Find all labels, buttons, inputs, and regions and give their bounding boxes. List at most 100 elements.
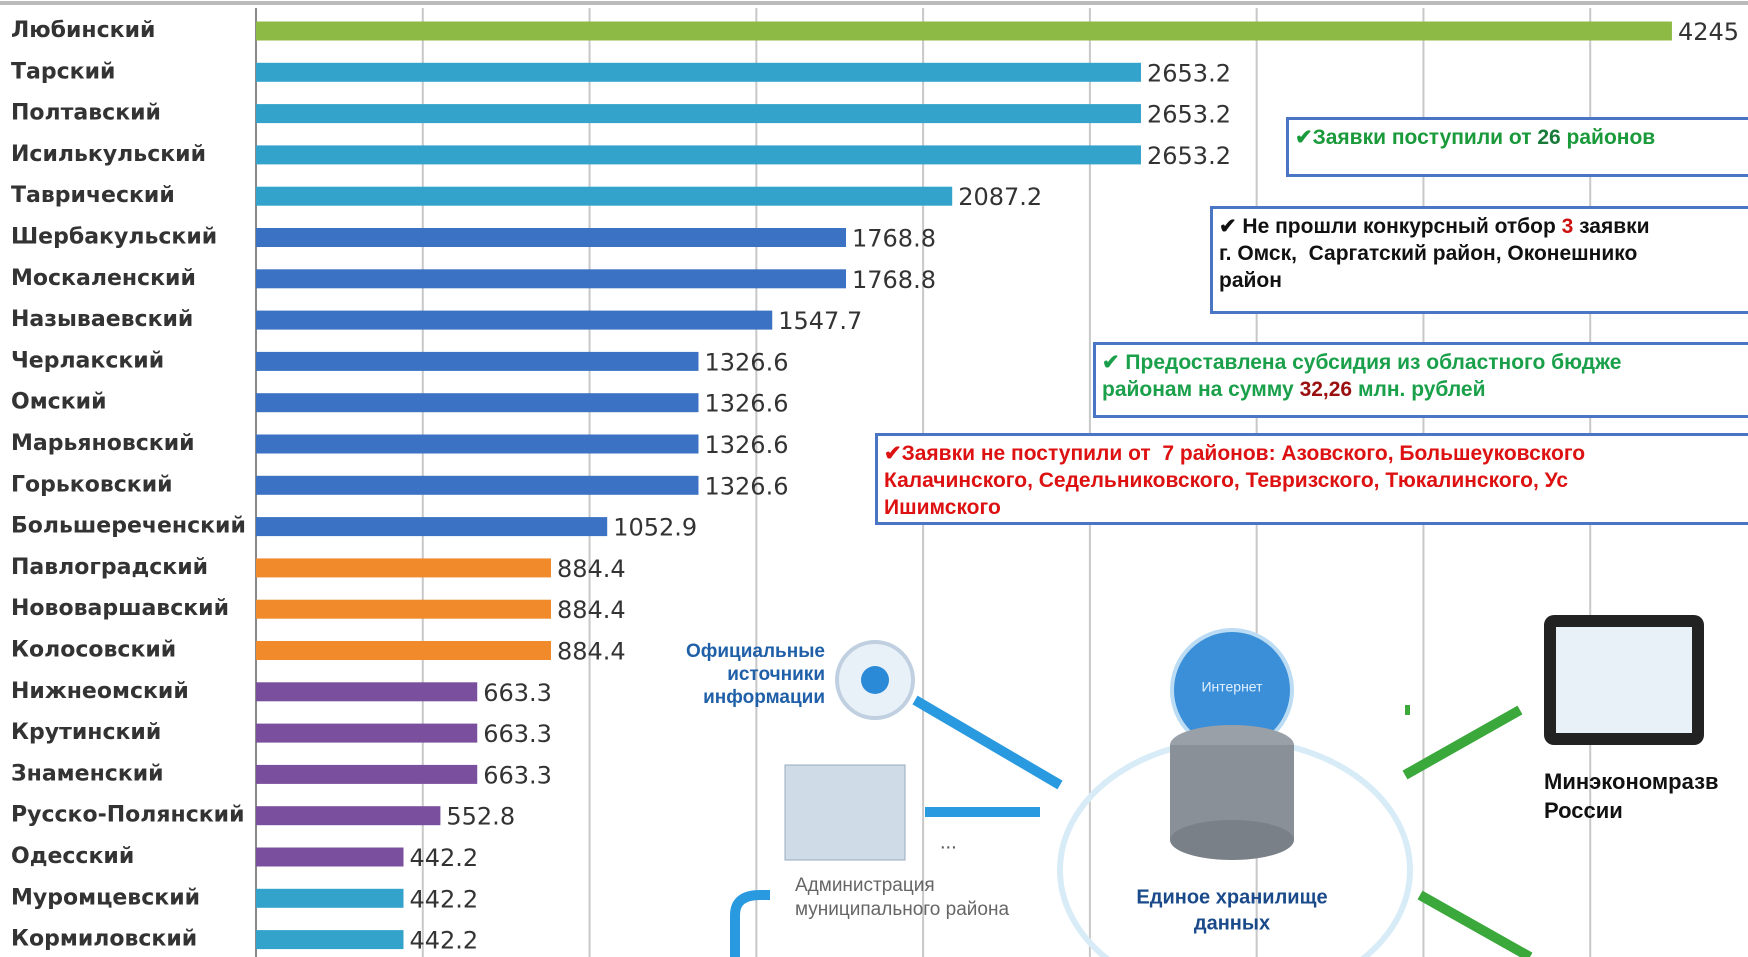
bar [256, 269, 846, 288]
annotation-text: заявки [1573, 215, 1649, 238]
value-label: 442.2 [409, 844, 478, 872]
annotation-box: ✔Заявки не поступили от 7 районов: Азовс… [875, 433, 1748, 525]
value-label: 1326.6 [704, 390, 788, 418]
bar [256, 641, 551, 660]
value-label: 1547.7 [778, 307, 862, 335]
bar [256, 187, 952, 206]
category-label: Любинский [11, 18, 155, 43]
value-label: 1052.9 [613, 514, 697, 542]
category-label: Москаленский [11, 266, 196, 291]
arrow [1405, 710, 1520, 775]
diagram-label: Единое хранилище [1136, 886, 1327, 908]
category-label: Павлоградский [11, 555, 208, 580]
diagram-label: Интернет [1201, 679, 1263, 695]
bar [256, 145, 1141, 164]
tablet-screen [1556, 627, 1692, 733]
category-label: Нижнеомский [11, 679, 189, 704]
annotation-line: ✔ Предоставлена субсидия из областного б… [1102, 349, 1748, 376]
category-label: Большереченский [11, 514, 246, 539]
category-label: Тарский [11, 59, 115, 84]
bar [256, 930, 403, 949]
category-label: Таврический [11, 183, 175, 208]
value-label: 2653.2 [1147, 59, 1231, 87]
category-label: Колосовский [11, 638, 176, 663]
bar [256, 765, 477, 784]
diagram-label: информации [703, 687, 825, 708]
bar [256, 228, 846, 247]
annotation-text: млн. рублей [1352, 378, 1485, 401]
value-label: 884.4 [557, 596, 626, 624]
bar [256, 435, 698, 454]
category-label: Одесский [11, 844, 134, 869]
bar [256, 352, 698, 371]
category-label: Марьяновский [11, 431, 195, 456]
annotation-text: ✔Заявки не поступили от 7 районов: Азовс… [884, 442, 1585, 465]
value-label: 442.2 [409, 885, 478, 913]
diagram-label: муниципального района [795, 899, 1009, 920]
value-label: 1768.8 [852, 225, 936, 253]
category-label: Черлакский [11, 348, 164, 373]
bar [256, 558, 551, 577]
annotation-text: 26 [1537, 126, 1560, 149]
category-label: Муромцевский [11, 885, 200, 910]
annotation-line: ✔Заявки не поступили от 7 районов: Азовс… [884, 440, 1748, 467]
diagram-label: Официальные [686, 641, 825, 662]
category-label: Знаменский [11, 761, 164, 786]
annotation-line: районам на сумму 32,26 млн. рублей [1102, 376, 1748, 403]
category-label: Шербакульский [11, 225, 217, 250]
value-label: 663.3 [483, 720, 552, 748]
bar [256, 724, 477, 743]
annotation-text: районам на сумму [1102, 378, 1300, 401]
diagram-label: Администрация [795, 875, 935, 896]
annotation-line: ✔ Не прошли конкурсный отбор 3 заявки [1219, 213, 1748, 240]
value-label: 663.3 [483, 761, 552, 789]
annotation-line: ✔Заявки поступили от 26 районов [1295, 124, 1747, 151]
bar [256, 311, 772, 330]
value-label: 2087.2 [958, 183, 1042, 211]
building-icon [785, 765, 905, 860]
bar [256, 393, 698, 412]
value-label: 2653.2 [1147, 142, 1231, 170]
annotation-text: район [1219, 269, 1282, 292]
value-label: 2653.2 [1147, 101, 1231, 129]
arrow [915, 700, 1060, 785]
annotation-text: ✔ Предоставлена субсидия из областного б… [1102, 351, 1621, 374]
category-label: Исилькульский [11, 142, 206, 167]
arrow [1415, 895, 1530, 957]
arrow [735, 895, 770, 957]
annotation-line: Ишимского [884, 494, 1748, 521]
annotation-text: Ишимского [884, 496, 1001, 519]
diagram-label: данных [1194, 912, 1270, 934]
bar [256, 682, 477, 701]
category-label: Крутинский [11, 720, 161, 745]
annotation-text: 32,26 [1300, 378, 1353, 401]
bar [256, 889, 403, 908]
diagram-label: ... [940, 831, 957, 853]
bar [256, 22, 1672, 41]
category-label: Называевский [11, 307, 193, 332]
annotation-text: 3 [1562, 215, 1574, 238]
bar [256, 600, 551, 619]
value-label: 1326.6 [704, 472, 788, 500]
category-label: Горьковский [11, 472, 173, 497]
diagram-label: Минэкономразв [1544, 769, 1719, 794]
bar [256, 806, 440, 825]
annotation-text: Калачинского, Седельниковского, Тевризск… [884, 469, 1568, 492]
category-label: Нововаршавский [11, 596, 229, 621]
value-label: 1326.6 [704, 431, 788, 459]
annotation-line: г. Омск, Саргатский район, Оконешнико [1219, 240, 1748, 267]
value-label: 1768.8 [852, 266, 936, 294]
value-label: 884.4 [557, 555, 626, 583]
value-label: 442.2 [409, 927, 478, 955]
diagram: Официальные источники информации Интерне… [686, 615, 1719, 957]
bar [256, 517, 607, 536]
value-label: 884.4 [557, 638, 626, 666]
annotation-box: ✔Заявки поступили от 26 районов [1286, 117, 1748, 177]
annotation-box: ✔ Предоставлена субсидия из областного б… [1093, 342, 1748, 418]
bar [256, 104, 1141, 123]
category-label: Омский [11, 390, 107, 415]
annotation-text: районов [1561, 126, 1656, 149]
diagram-label: источники [727, 664, 825, 685]
bar [256, 848, 403, 867]
